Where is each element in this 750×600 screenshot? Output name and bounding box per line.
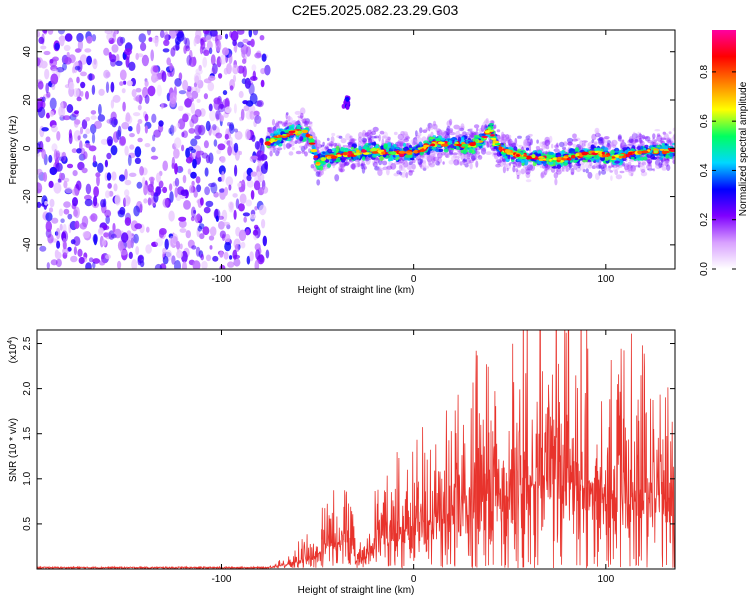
snr-x-axis-label: Height of straight line (km) [298,585,415,596]
spectrogram-panel: -100 0 100 -40 -20 0 20 40 Height of straight l… [8,29,749,296]
spectrogram-y-tick-label: -40 [22,237,33,252]
snr-y-axis-label: SNR (10 * v/v) [8,418,19,482]
snr-y-tick-label: 2.0 [22,381,33,395]
snr-frame [36,329,676,570]
spectrogram-y-tick-label: 0 [22,145,33,151]
spectrogram-y-tick-label: -20 [22,189,33,204]
spectrogram-y-tick-label: 20 [22,94,33,106]
snr-series-line [37,330,675,569]
colorbar-tick-label: 0.4 [699,163,710,177]
spectrogram-x-tick-label: -100 [211,274,231,285]
snr-y-tick-label: 2.5 [22,336,33,350]
colorbar-tick-label: 0.6 [699,114,710,128]
snr-x-tick-label: -100 [211,574,231,585]
colorbar-label: Normalized spectral amplitude [738,81,749,216]
snr-scale-label: (x104) [7,337,19,364]
snr-y-tick-label: 1.0 [22,471,33,485]
spectrogram-x-tick-label: 0 [411,274,417,285]
snr-x-tick-label: 100 [597,574,614,585]
chart-title: C2E5.2025.082.23.29.G03 [291,2,459,18]
colorbar-tick-label: 0.2 [699,212,710,226]
snr-y-tick-label: 0.5 [22,517,33,531]
spectrogram-x-axis-label: Height of straight line (km) [298,285,415,296]
colorbar-tick-label: 0.8 [699,64,710,78]
colorbar [712,30,736,269]
spectrogram-frame [36,29,676,270]
spectrogram-y-tick-label: 40 [22,46,33,58]
spectrogram-y-axis-label: Frequency (Hz) [8,116,19,185]
spectrogram-x-tick-label: 100 [597,274,614,285]
snr-x-tick-label: 0 [411,574,417,585]
colorbar-tick-label: 0.0 [699,262,710,276]
snr-y-tick-label: 1.5 [22,426,33,440]
